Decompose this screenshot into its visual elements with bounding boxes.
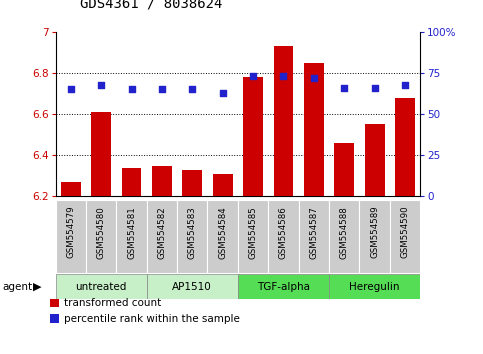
Bar	[365, 125, 384, 196]
Point	[67, 87, 74, 92]
Bar	[213, 174, 232, 196]
Point	[401, 82, 409, 87]
Text: GSM554588: GSM554588	[340, 206, 349, 258]
Text: Heregulin: Heregulin	[349, 282, 400, 292]
Bar	[147, 200, 177, 273]
Text: TGF-alpha: TGF-alpha	[257, 282, 310, 292]
Bar	[304, 63, 324, 196]
Point	[128, 87, 135, 92]
Bar	[238, 200, 268, 273]
Text: GSM554586: GSM554586	[279, 206, 288, 258]
Bar	[116, 200, 147, 273]
Text: GSM554582: GSM554582	[157, 206, 167, 258]
Point	[158, 87, 166, 92]
Text: agent: agent	[2, 282, 32, 292]
Text: transformed count: transformed count	[64, 298, 161, 308]
Bar	[91, 112, 111, 196]
Bar	[273, 46, 293, 196]
Bar	[50, 299, 59, 307]
Bar	[56, 274, 147, 299]
Bar	[152, 166, 172, 196]
Bar	[61, 182, 81, 196]
Bar	[395, 98, 415, 196]
Bar	[238, 274, 329, 299]
Bar	[177, 200, 208, 273]
Point	[97, 82, 105, 87]
Point	[188, 87, 196, 92]
Bar	[86, 200, 116, 273]
Text: GSM554583: GSM554583	[188, 206, 197, 258]
Text: GSM554590: GSM554590	[400, 206, 410, 258]
Text: percentile rank within the sample: percentile rank within the sample	[64, 314, 240, 324]
Bar	[243, 77, 263, 196]
Point	[371, 85, 379, 91]
Point	[310, 75, 318, 81]
Bar	[359, 200, 390, 273]
Text: GSM554581: GSM554581	[127, 206, 136, 258]
Text: GDS4361 / 8038624: GDS4361 / 8038624	[80, 0, 222, 11]
Bar	[183, 170, 202, 196]
Bar	[329, 200, 359, 273]
Bar	[298, 200, 329, 273]
Text: GSM554579: GSM554579	[66, 206, 75, 258]
Point	[341, 85, 348, 91]
Point	[249, 74, 257, 79]
Text: ▶: ▶	[33, 282, 42, 292]
Bar	[147, 274, 238, 299]
Bar	[56, 200, 86, 273]
Text: AP1510: AP1510	[172, 282, 212, 292]
Bar	[268, 200, 298, 273]
Text: GSM554580: GSM554580	[97, 206, 106, 258]
Point	[280, 74, 287, 79]
Bar	[208, 200, 238, 273]
Text: GSM554589: GSM554589	[370, 206, 379, 258]
Text: GSM554587: GSM554587	[309, 206, 318, 258]
Text: GSM554584: GSM554584	[218, 206, 227, 258]
Bar	[334, 143, 354, 196]
Text: GSM554585: GSM554585	[249, 206, 257, 258]
Text: untreated: untreated	[75, 282, 127, 292]
Bar	[390, 200, 420, 273]
Point	[219, 90, 227, 96]
Bar	[122, 168, 142, 196]
Bar	[329, 274, 420, 299]
Bar	[50, 314, 59, 323]
